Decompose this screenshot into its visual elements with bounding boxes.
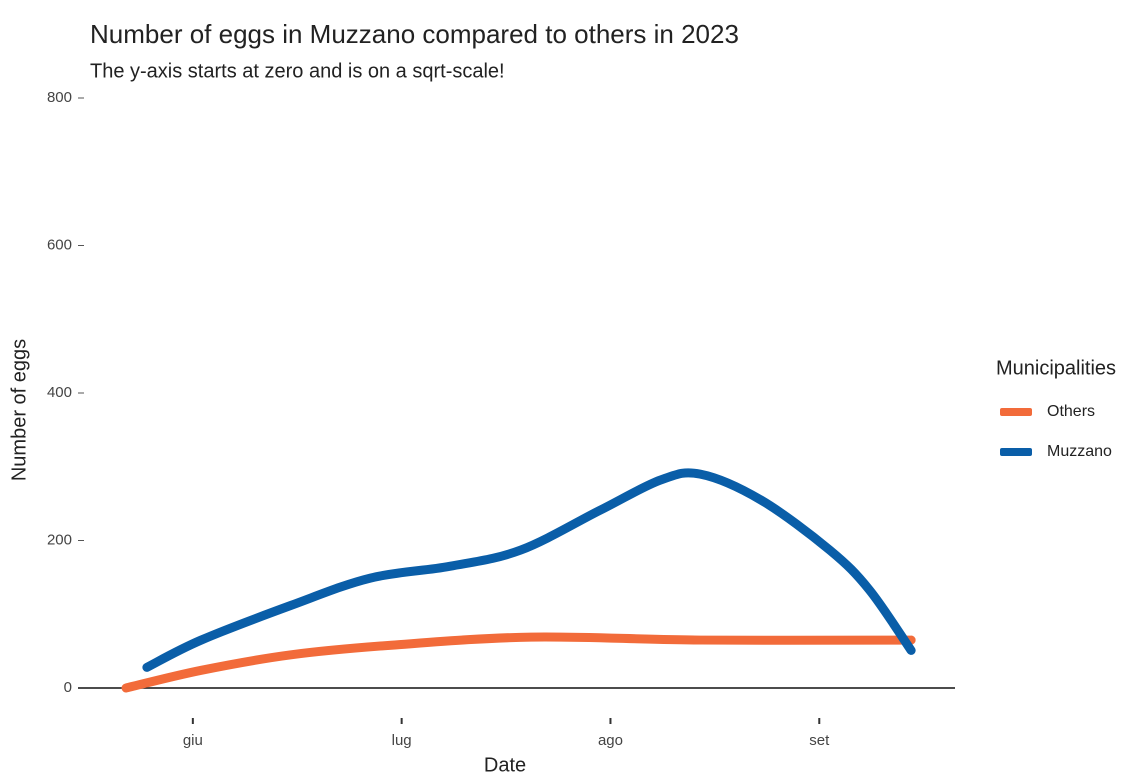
line: [121, 632, 916, 693]
legend-swatch: [1000, 408, 1032, 416]
y-tick-label: 400: [47, 384, 72, 401]
legend-label: Muzzano: [1047, 443, 1112, 460]
x-axis-label: Date: [484, 754, 526, 776]
legend-swatch: [1000, 448, 1032, 456]
x-tick-label: set: [809, 732, 830, 749]
chart-subtitle: The y-axis starts at zero and is on a sq…: [90, 60, 505, 82]
line: [142, 468, 916, 672]
legend-title: Municipalities: [996, 357, 1116, 379]
y-tick-label: 800: [47, 89, 72, 106]
x-tick-label: giu: [183, 732, 203, 749]
y-tick-label: 600: [47, 236, 72, 253]
x-tick-label: ago: [598, 732, 623, 749]
y-tick-label: 200: [47, 531, 72, 548]
x-tick-label: lug: [392, 732, 412, 749]
y-axis-label: Number of eggs: [8, 339, 30, 481]
legend-label: Others: [1047, 403, 1095, 420]
y-tick-label: 0: [64, 679, 72, 696]
chart-title: Number of eggs in Muzzano compared to ot…: [90, 19, 739, 49]
